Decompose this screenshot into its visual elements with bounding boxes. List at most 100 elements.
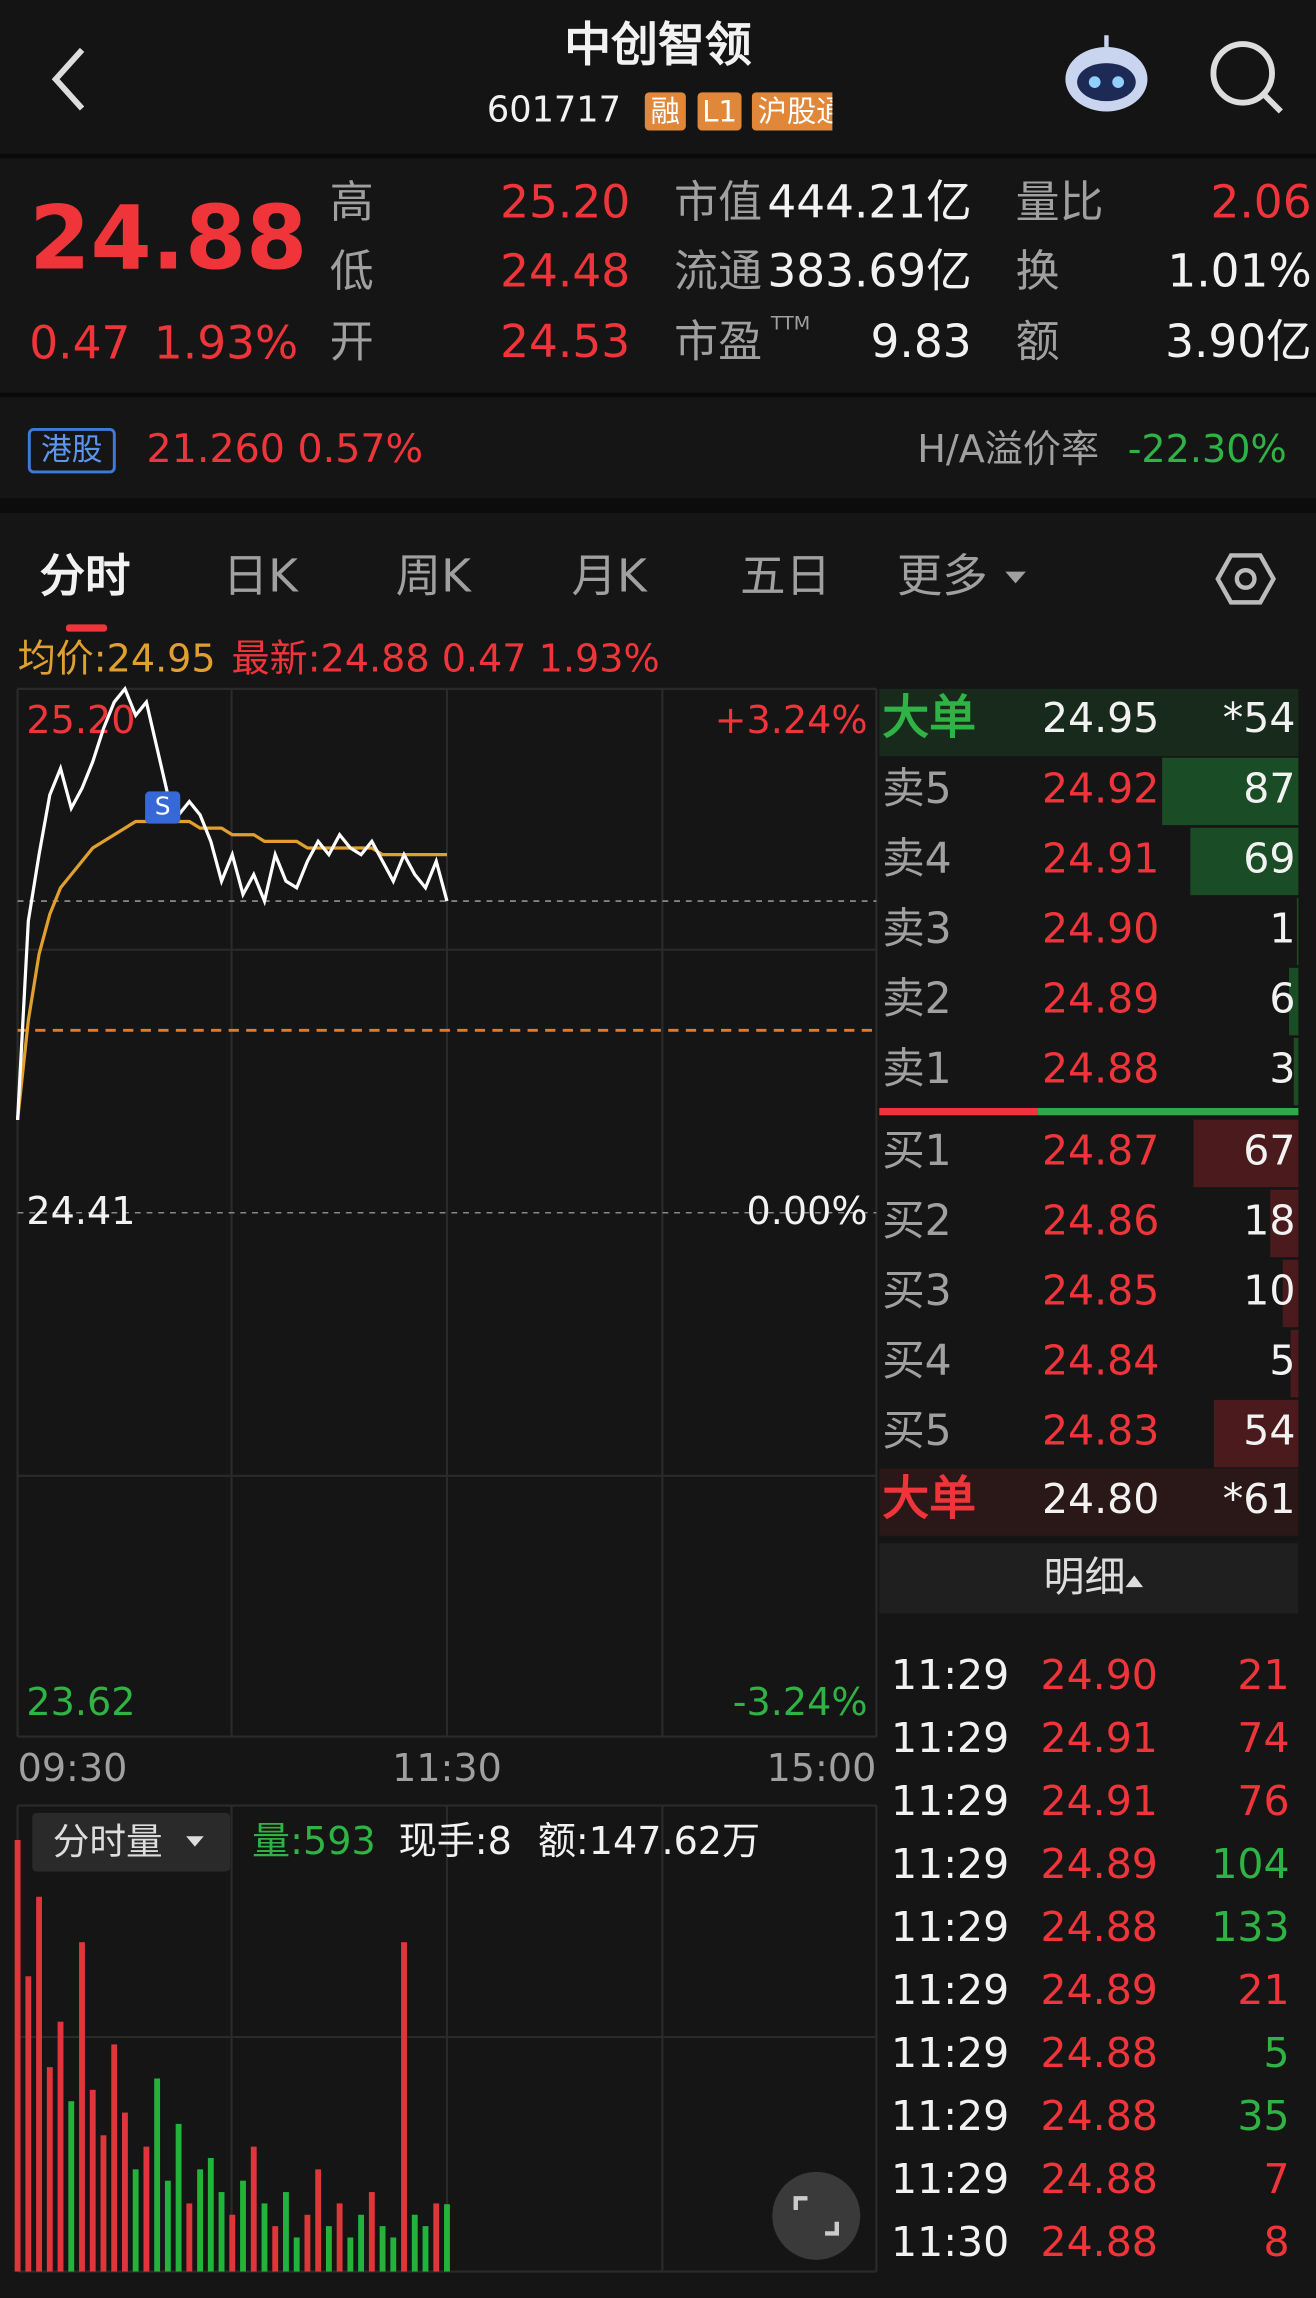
volume-bar: [411, 2214, 418, 2272]
settings-button[interactable]: [1215, 553, 1277, 605]
y-label: 23.62: [26, 1680, 135, 1724]
book-label: 买1: [882, 1127, 952, 1176]
tab-indicator: [65, 624, 107, 632]
volume-bar: [175, 2123, 182, 2272]
book-price: 24.88: [1042, 1045, 1159, 1093]
volume-bar: [358, 2214, 365, 2272]
volume-bar: [25, 1976, 32, 2272]
time-label: 15:00: [767, 1746, 877, 1790]
volume-bar: [186, 2203, 193, 2272]
volume-bar: [229, 2214, 236, 2272]
detail-price: 24.89: [1040, 1840, 1157, 1888]
detail-time: 11:29: [891, 2029, 1009, 2077]
stat-value: 25.20: [500, 176, 630, 229]
book-label: 卖3: [882, 905, 952, 954]
detail-volume: 7: [1264, 2155, 1290, 2203]
volume-bar: [379, 2226, 386, 2272]
volume-bar: [207, 2157, 214, 2272]
detail-time: 11:29: [891, 1966, 1009, 2014]
fullscreen-button[interactable]: [772, 2171, 861, 2260]
stat-label: 流通: [674, 246, 762, 297]
book-price: 24.87: [1042, 1126, 1159, 1174]
volume-bar: [293, 2237, 300, 2272]
detail-volume: 5: [1264, 2029, 1290, 2077]
depth-bar: [1290, 1329, 1299, 1398]
depth-bar: [1162, 757, 1299, 826]
stat-label: 量比: [1016, 177, 1104, 228]
big-order-label: 大单: [882, 691, 976, 746]
volume-stat: 现手:8: [399, 1819, 512, 1863]
volume-selector[interactable]: [32, 1812, 231, 1872]
volume-bar: [304, 2214, 311, 2272]
depth-bar: [1213, 1399, 1299, 1468]
y-label: 25.20: [26, 698, 135, 742]
book-price: 24.83: [1042, 1407, 1159, 1455]
detail-volume: 133: [1211, 1903, 1289, 1951]
tab[interactable]: 五日: [740, 549, 831, 602]
stat-sup: TTM: [770, 312, 810, 334]
big-order-row: [879, 688, 1299, 757]
detail-price: 24.88: [1040, 2155, 1157, 2203]
time-label: 11:30: [392, 1746, 502, 1790]
book-label: 卖4: [882, 835, 952, 884]
back-button[interactable]: [51, 47, 85, 111]
stat-value: 3.90亿: [1165, 315, 1312, 368]
book-volume: 3: [1269, 1045, 1295, 1093]
stat-value: 24.48: [500, 245, 630, 298]
volume-bar: [79, 1942, 85, 2272]
detail-time: 11:29: [891, 2092, 1009, 2140]
book-volume: 10: [1243, 1266, 1295, 1314]
title: 中创智领: [564, 18, 752, 73]
book-price: 24.85: [1042, 1266, 1159, 1314]
assistant-button[interactable]: [1065, 35, 1148, 112]
volume-bar: [164, 2180, 171, 2272]
detail-price: 24.88: [1040, 2218, 1157, 2266]
divider: [0, 153, 1316, 159]
tab[interactable]: 更多: [897, 549, 988, 602]
tag-label: 融: [651, 94, 680, 128]
volume-bar: [422, 2226, 429, 2272]
volume-bar: [57, 2021, 64, 2272]
volume-bar: [100, 2135, 107, 2272]
detail-time: 11:29: [891, 1777, 1009, 1825]
tag-badge: [751, 92, 833, 131]
volume-bar: [218, 2192, 225, 2272]
tab[interactable]: 分时: [40, 549, 131, 602]
detail-header[interactable]: [879, 1543, 1299, 1614]
volume-bar: [122, 2112, 128, 2272]
detail-time: 11:29: [891, 2155, 1009, 2203]
detail-price: 24.91: [1040, 1777, 1157, 1825]
tab[interactable]: 日K: [223, 549, 299, 602]
stat-label: 高: [330, 177, 374, 228]
change-pct: 1.93%: [154, 316, 298, 369]
premium-value: -22.30%: [1128, 427, 1287, 471]
tag-label: 沪股通: [758, 94, 846, 128]
volume-bar: [444, 2204, 450, 2272]
book-volume: 67: [1243, 1126, 1295, 1174]
depth-bar: [1296, 897, 1299, 966]
volume-bar: [154, 2078, 161, 2272]
hk-price: 21.260: [147, 426, 285, 472]
y-label-pct: 0.00%: [747, 1189, 868, 1233]
stat-value: 9.83: [871, 315, 972, 368]
detail-price: 24.90: [1040, 1651, 1157, 1699]
detail-volume: 74: [1237, 1714, 1289, 1762]
book-price: 24.90: [1042, 905, 1159, 953]
search-button[interactable]: [1210, 41, 1283, 114]
volume-bar: [347, 2237, 354, 2272]
trade-marker: [145, 791, 181, 824]
detail-volume: 21: [1237, 1651, 1289, 1699]
stat-label: 低: [330, 246, 374, 297]
volume-bar: [132, 2169, 139, 2272]
volume-bar: [14, 1839, 21, 2272]
book-label: 买3: [882, 1267, 952, 1316]
tab[interactable]: 月K: [572, 549, 648, 602]
volume-bar: [143, 2146, 150, 2272]
stat-value: 24.53: [500, 315, 630, 368]
tab[interactable]: 周K: [396, 549, 472, 602]
book-price: 24.89: [1042, 975, 1159, 1023]
volume-bar: [283, 2192, 289, 2272]
last-price: 24.88: [29, 187, 307, 290]
volume-label: 分时量: [53, 1820, 163, 1863]
